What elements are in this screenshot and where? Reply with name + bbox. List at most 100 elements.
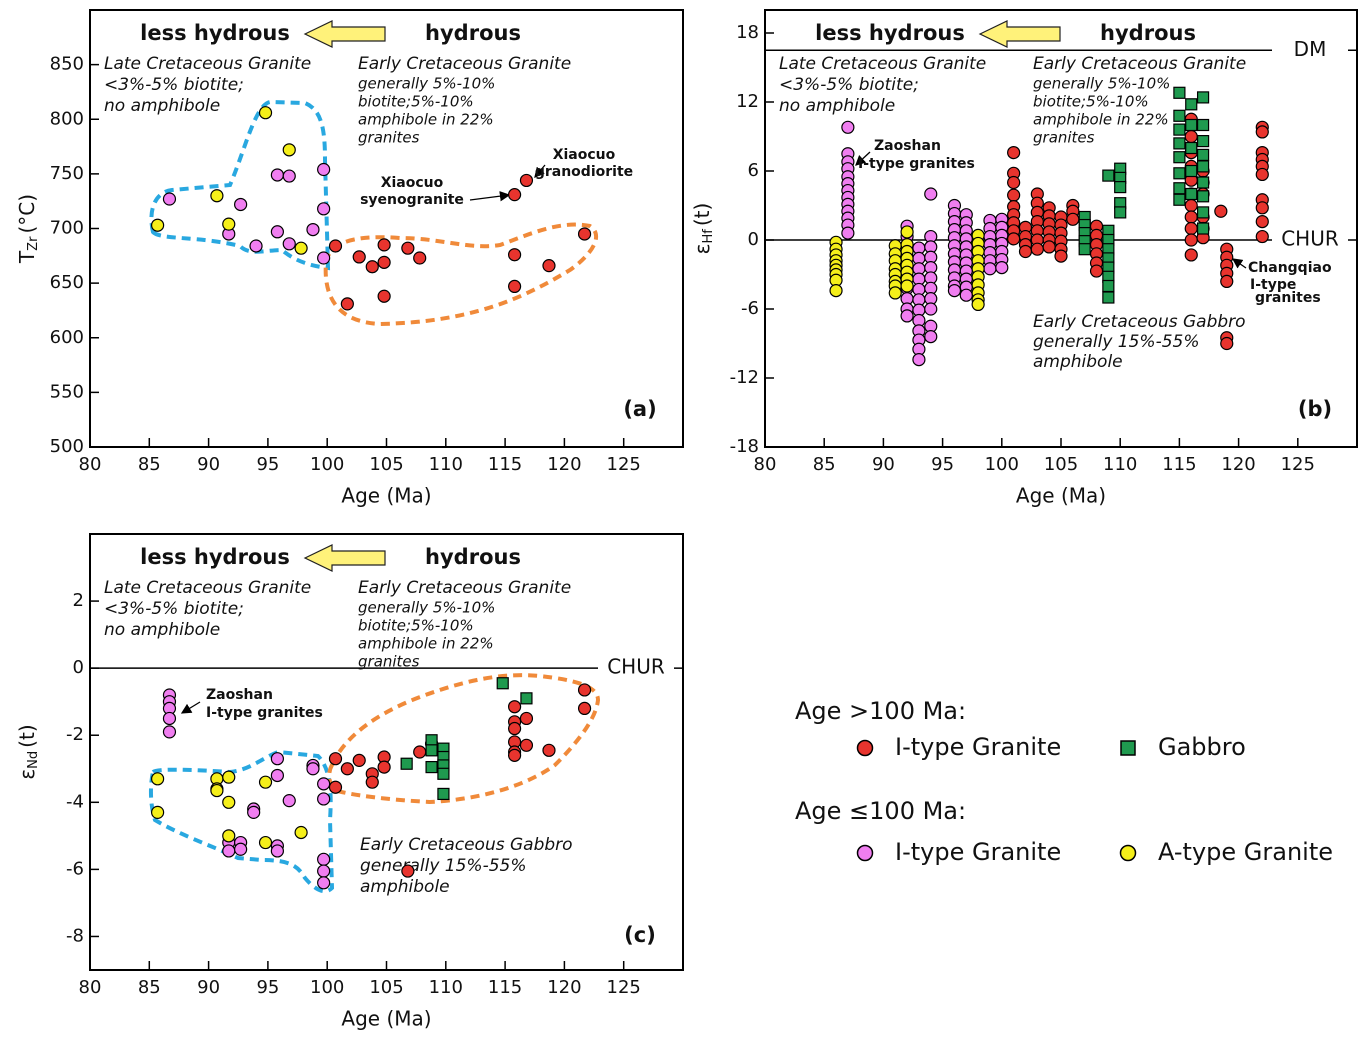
annotation: amphibole in 22% [1033,111,1169,129]
annotation: less hydrous [815,21,965,45]
annotation: Early Cretaceous Granite [358,578,571,598]
point [1089,264,1104,278]
point [1214,204,1228,218]
point [900,279,914,293]
point [888,286,902,300]
x-tick-label: 85 [138,454,161,475]
y-label-symbol: ε [15,769,39,780]
point [1185,187,1198,201]
x-tick-label: 110 [1103,454,1137,475]
series [841,120,1009,367]
point [306,222,320,237]
x-tick-label: 120 [1221,454,1255,475]
annotation: amphibole [360,877,450,897]
y-tick-label: 850 [50,54,84,75]
x-tick-label: 115 [488,454,522,475]
y-label-unit: (°C) [15,194,39,234]
panel-label: (b) [1298,397,1332,421]
fat-arrow [303,20,386,48]
x-tick-label: 115 [488,977,522,998]
y-tick-label: -6 [66,858,84,879]
x-tick-label: 100 [985,454,1019,475]
point [222,795,236,809]
series [328,173,592,311]
point [1173,137,1186,150]
point [317,162,331,177]
point [425,744,438,757]
x-tick-label: 125 [607,977,641,998]
point [317,251,331,265]
point [425,734,438,747]
point [1018,244,1033,259]
annotation: <3%-5% biotite; [779,75,919,95]
point [924,302,938,316]
point [1196,135,1210,148]
pointer [1231,258,1247,269]
annotation: Zaoshan [874,138,941,154]
y-label-symbol: T [15,250,39,264]
point [519,738,534,752]
x-tick-label: 105 [369,977,403,998]
point [1255,201,1269,215]
point [413,745,427,759]
series [328,683,592,878]
point [1185,98,1198,111]
x-tick-label: 95 [256,454,279,475]
point [1173,151,1186,164]
point [413,251,427,265]
annotation: amphibole in 22% [358,635,494,653]
outline-orange [327,673,601,805]
point [1054,249,1068,263]
point [282,237,296,251]
x-tick-label: 105 [1044,454,1078,475]
annotation: Early Cretaceous Granite [358,54,571,74]
x-axis-label: Age (Ma) [341,484,431,508]
y-tick-label: 0 [73,657,84,678]
legend-marker [856,844,874,862]
hydrous-arrows [303,20,1061,572]
point [1255,167,1269,182]
annotation: no amphibole [104,96,220,116]
annotation: Zaoshan [206,687,273,703]
point [282,169,296,183]
annotation: Late Cretaceous Granite [104,578,311,598]
annotation: granites [358,653,420,671]
annotation: Xiaocuo [381,175,444,191]
annotation: less hydrous [140,545,290,569]
x-tick-label: 80 [79,977,102,998]
x-tick-label: 80 [754,454,777,475]
point [900,225,914,239]
point [210,783,224,798]
point [1255,215,1269,229]
point [1042,240,1056,254]
point [258,106,273,120]
point [247,805,261,819]
point [425,760,438,774]
point [222,770,236,784]
point [1007,146,1021,160]
legend-label: Gabbro [1158,733,1246,761]
annotation: granites [1255,290,1321,306]
annotation: Late Cretaceous Granite [104,54,311,74]
series [151,770,308,850]
y-tick-label: 700 [50,218,84,239]
point [519,173,534,188]
point [542,259,556,273]
point [1184,210,1198,224]
annotation: Early Cretaceous Gabbro [1033,312,1246,332]
annotation: no amphibole [779,96,895,116]
x-tick-label: 120 [547,454,581,475]
point [496,677,509,690]
y-label-unit: (t) [690,203,714,226]
x-tick-label: 85 [138,977,161,998]
point [1220,274,1234,288]
point [270,844,284,858]
legend-group-title: Age ≤100 Ma: [795,797,966,825]
y-tick-label: 2 [73,590,84,611]
annotation: generally 5%-10% [1033,75,1170,93]
point [328,239,343,253]
point [377,238,391,252]
y-tick-label: 550 [50,381,84,402]
annotation: <3%-5% biotite; [104,599,244,619]
point [270,225,284,239]
